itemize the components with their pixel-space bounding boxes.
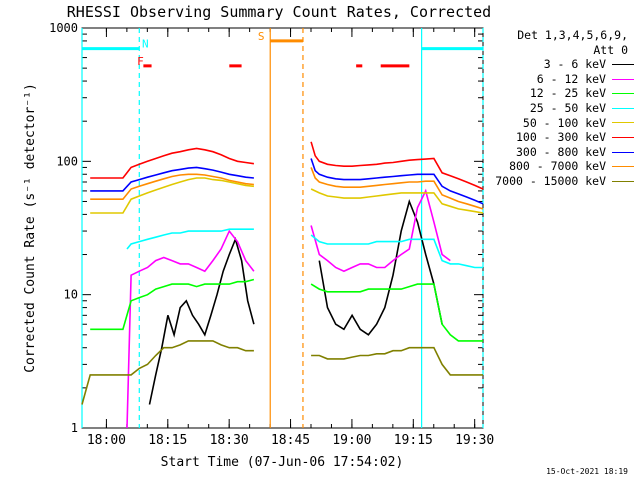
legend-item: 100 - 300 keV [482,130,638,145]
x-tick-label: 18:30 [210,433,249,448]
flag-bars: N S F [82,30,483,68]
legend-item: 800 - 7000 keV [482,159,638,174]
legend-item: 50 - 100 keV [482,116,638,131]
legend-label: 6 - 12 keV [536,71,606,86]
y-tick-label: 1 [71,421,78,435]
y-axis-label: Corrected Count Rate (s⁻¹ detector⁻¹) [23,83,38,373]
legend-label: 800 - 7000 keV [509,159,606,174]
series-line [310,188,451,273]
legend-item: 7000 - 15000 keV [482,174,638,189]
legend-item: 6 - 12 keV [482,72,638,87]
series-line [310,158,484,205]
series-line [310,283,483,342]
legend-swatch [612,180,634,182]
series-line [310,141,484,190]
legend-swatch [612,151,634,153]
series-lines [81,141,484,429]
x-tick-label: 18:00 [87,433,126,448]
flag-label: S [258,30,265,43]
legend-item: 3 - 6 keV [482,57,638,72]
series-line [126,228,254,250]
plot-area [81,27,484,429]
series-line [81,340,254,405]
series-line [311,346,483,376]
legend-swatch [612,166,634,168]
series-line [90,278,255,331]
series-line [310,167,484,210]
y-axis: 1 10 100 1000 [49,21,483,435]
x-axis: 18:00 18:15 18:30 18:45 19:00 19:15 19:30 [87,28,494,448]
y-tick-label: 10 [64,288,78,302]
series-line [126,229,255,429]
x-axis-label: Start Time (07-Jun-06 17:54:02) [161,455,404,470]
legend-item: 25 - 50 keV [482,101,638,116]
flag-label: N [142,38,149,51]
chart-title: RHESSI Observing Summary Count Rates, Co… [67,3,491,21]
legend-label: 25 - 50 keV [529,100,606,115]
legend-swatch [612,107,634,109]
series-line [90,147,255,179]
state-markers [81,28,484,428]
legend-label: 7000 - 15000 keV [495,173,606,188]
legend-item: 12 - 25 keV [482,86,638,101]
legend-item: 300 - 800 keV [482,145,638,160]
legend-label: 50 - 100 keV [522,115,606,130]
legend-swatch [612,122,634,124]
legend-swatch [612,93,634,95]
x-tick-label: 18:45 [271,433,310,448]
series-line [310,234,483,269]
legend-label: 3 - 6 keV [543,57,606,72]
series-line [90,177,254,214]
series-line [90,173,254,200]
flag-label: F [137,55,144,68]
x-tick-label: 19:30 [455,433,494,448]
x-tick-label: 19:15 [394,433,433,448]
legend-label: 12 - 25 keV [529,86,606,101]
legend-header-att: Att 0 [593,42,628,57]
legend-header: Det 1,3,4,5,6,9, [517,28,628,42]
legend-swatch [612,136,634,138]
generation-timestamp: 15-Oct-2021 18:19 [546,467,628,476]
legend-swatch [612,78,634,80]
x-tick-label: 18:15 [148,433,187,448]
series-line [90,166,254,192]
y-tick-label: 1000 [49,21,78,35]
series-line [310,188,484,214]
legend-label: 100 - 300 keV [515,130,606,145]
series-line [318,198,443,336]
legend-label: 300 - 800 keV [515,144,606,159]
legend-swatch [612,63,634,65]
legend: Det 1,3,4,5,6,9, Att 0 3 - 6 keV 6 - 12 k… [482,28,638,189]
x-tick-label: 19:00 [332,433,371,448]
y-tick-label: 100 [56,154,78,168]
series-line [148,236,255,405]
